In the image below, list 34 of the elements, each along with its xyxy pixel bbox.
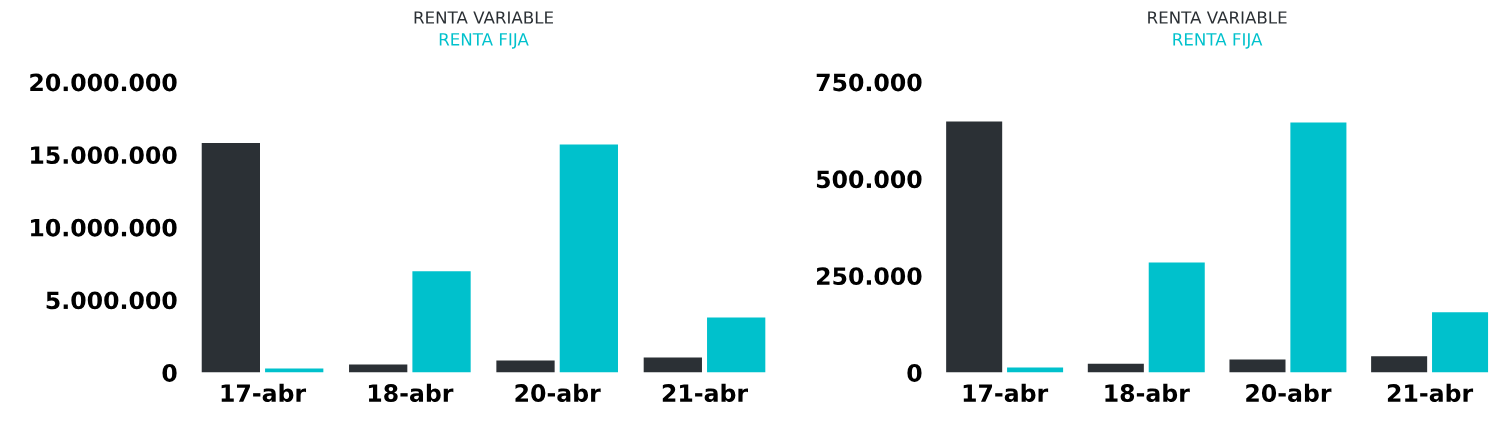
bar: [1087, 363, 1144, 373]
bar: [946, 121, 1003, 373]
bar: [707, 317, 766, 373]
x-tick-label: 18-abr: [368, 383, 454, 402]
x-tick-label: 17-abr: [221, 383, 307, 402]
bar: [1148, 262, 1205, 373]
text: RENTA FIJA: [439, 33, 529, 49]
y-tick-label: 20.000.000: [30, 73, 177, 92]
y-tick-label: 0: [162, 364, 177, 382]
y-tick-label: 250.000: [817, 267, 922, 286]
x-tick-label: 20-abr: [515, 383, 601, 402]
bar: [496, 360, 555, 373]
bar: [201, 143, 260, 373]
y-tick-label: 0: [907, 364, 922, 382]
y-tick-label: 500.000: [816, 170, 922, 189]
x-tick-label: 17-abr: [963, 383, 1049, 402]
x-tick-label: 21-abr: [662, 383, 749, 402]
bar: [643, 357, 702, 373]
bar: [1432, 312, 1489, 373]
bar: [559, 144, 618, 373]
x-tick-label: 18-abr: [1105, 383, 1190, 402]
y-tick-label: 15.000.000: [31, 146, 177, 165]
text: RENTA VARIABLE: [1148, 11, 1287, 24]
text: RENTA FIJA: [1173, 33, 1263, 49]
x-tick-label: 21-abr: [1387, 383, 1474, 402]
x-tick-label: 20-abr: [1246, 383, 1332, 402]
bar: [412, 271, 471, 373]
bar: [1290, 122, 1347, 373]
y-tick-label: 750.000: [816, 73, 922, 92]
bar: [1229, 359, 1286, 373]
text: RENTA VARIABLE: [414, 11, 553, 24]
y-tick-label: 10.000.000: [31, 218, 177, 237]
y-tick-label: 5.000.000: [46, 291, 177, 310]
bar: [1371, 356, 1428, 373]
